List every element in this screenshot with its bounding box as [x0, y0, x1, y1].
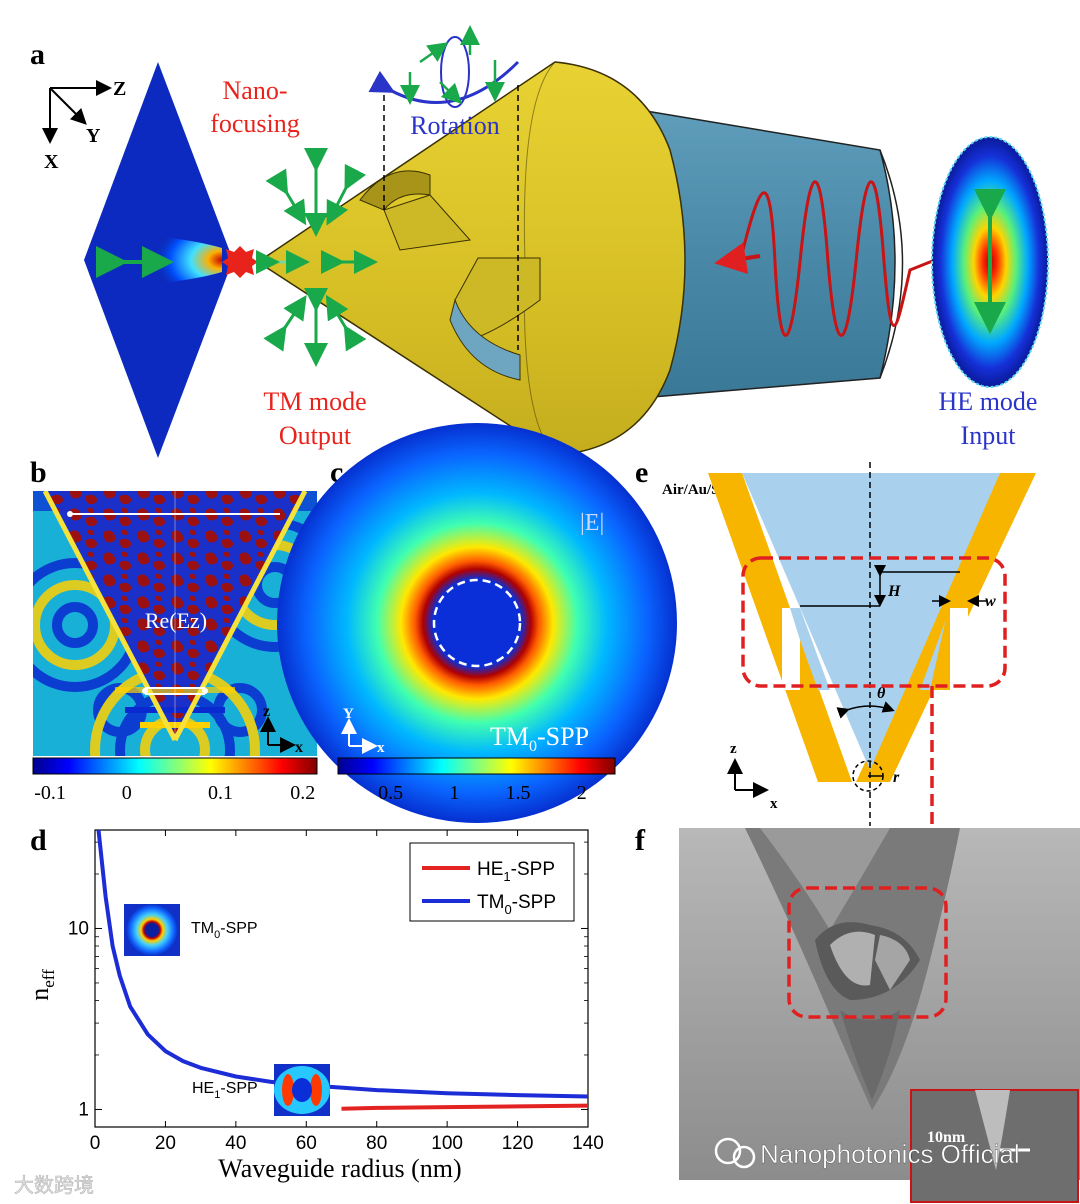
dim-label-h: H — [887, 583, 901, 600]
input-wave — [738, 180, 941, 337]
field-label-reez: Re(Ez) — [145, 608, 207, 633]
chart-legend: HE1-SPP TM0-SPP — [409, 842, 575, 922]
y-tick-label: 1 — [78, 1099, 89, 1120]
chart-axis-ticks: 0 20 40 60 80 100 120 140 1 10 — [68, 830, 604, 1154]
gold-cone-tip — [256, 61, 686, 456]
panel-e: e Air/Au/SiO2 H w θ r — [635, 456, 1036, 887]
x-tick-label: 120 — [502, 1133, 534, 1154]
colorbar-b — [32, 757, 318, 775]
dim-label-r: r — [893, 769, 900, 786]
colorbar-c — [337, 757, 616, 775]
corner-watermark: 大数跨境 — [14, 1174, 94, 1197]
groove-highlight-box — [741, 556, 1007, 688]
au-wall-right — [172, 491, 308, 742]
panel-label-e: e — [635, 456, 648, 489]
axis-label-e-x: x — [770, 796, 778, 812]
label-focusing: focusing — [210, 109, 300, 138]
au-layer-left — [708, 473, 852, 782]
x-axis-title: Waveguide radius (nm) — [218, 1154, 461, 1183]
nanofocus-star-icon — [222, 246, 258, 278]
y-tick-label: 10 — [68, 918, 89, 939]
x-tick-label: 60 — [296, 1133, 317, 1154]
colorbar-b-ticks: -0.1 0 0.1 0.2 — [34, 782, 315, 804]
watermark-text: Nanophotonics Official — [760, 1139, 1020, 1169]
colorbar-tick-label: 2 — [577, 782, 587, 804]
legend-label-tm0: TM0-SPP — [477, 892, 556, 917]
colorbar-c-ticks: 0.5 1 1.5 2 — [378, 782, 587, 804]
label-he-mode: HE mode — [939, 387, 1038, 416]
field-label-e: |E| — [580, 510, 604, 536]
colorbar-tick-label: 1.5 — [506, 782, 531, 804]
axis-label-y: Y — [86, 125, 101, 147]
dim-label-w: w — [985, 593, 996, 610]
groove-upper — [359, 170, 431, 211]
fiber-cylinder — [639, 109, 896, 399]
colorbar-tick-label: 0.1 — [208, 782, 233, 804]
inset-label-he1: HE1-SPP — [192, 1080, 258, 1101]
axis-label-e-z: z — [730, 741, 737, 757]
x-tick-label: 20 — [155, 1133, 176, 1154]
axis-label-c-x: x — [377, 740, 385, 756]
axis-label-z: Z — [113, 78, 126, 100]
series-line-he1 — [341, 1103, 589, 1111]
colorbar-tick-label: 0.5 — [378, 782, 403, 804]
panel-c: c |E| TM0-SPP Y x 0.5 1 1.5 2 — [277, 423, 677, 823]
axis-label-b-z: z — [263, 703, 270, 720]
axis-triad-a — [42, 80, 112, 144]
x-tick-label: 40 — [225, 1133, 246, 1154]
tm-radial-arrows — [256, 148, 378, 367]
au-wall-left — [42, 491, 178, 742]
colorbar-tick-label: -0.1 — [34, 782, 66, 804]
mode-label-tm0: TM0-SPP — [490, 722, 589, 755]
panel-f: f 10nm — [635, 824, 1080, 1203]
x-tick-label: 140 — [572, 1133, 604, 1154]
colorbar-tick-label: 0.2 — [290, 782, 315, 804]
dim-label-theta: θ — [877, 685, 886, 702]
inset-label-tm0: TM0-SPP — [191, 920, 258, 941]
axis-label-c-y: Y — [343, 706, 354, 722]
panel-label-d: d — [30, 824, 47, 857]
colorbar-tick-label: 0 — [122, 782, 132, 804]
scale-label: 10nm — [927, 1129, 966, 1146]
sio2-core — [742, 473, 1000, 770]
propagation-arrow — [714, 242, 761, 275]
panel-label-b: b — [30, 456, 47, 489]
axis-label-b-x: x — [295, 739, 303, 756]
panel-b: b — [30, 456, 318, 804]
panel-label-f: f — [635, 824, 646, 857]
panel-d: d 0 20 40 60 80 100 120 140 1 10 Waveguide radius… — [25, 824, 604, 1183]
x-tick-label: 80 — [366, 1133, 387, 1154]
sem-highlight-box — [787, 886, 948, 1019]
panel-label-a: a — [30, 38, 45, 71]
label-tm-mode: TM mode — [263, 387, 366, 416]
label-input: Input — [961, 421, 1017, 450]
colorbar-tick-label: 1 — [449, 782, 459, 804]
label-nano: Nano- — [223, 76, 288, 105]
x-tick-label: 100 — [431, 1133, 463, 1154]
panel-a: a Z Y X Nano- focusing — [30, 25, 1049, 458]
x-tick-label: 0 — [90, 1133, 101, 1154]
legend-label-he1: HE1-SPP — [477, 859, 555, 884]
chart-series — [96, 829, 589, 1111]
rotation-icon — [368, 25, 520, 108]
waveguide-boundary — [432, 578, 522, 668]
watermark: Nanophotonics Official 大数跨境 — [14, 1137, 1020, 1197]
label-output: Output — [279, 421, 352, 450]
axis-label-x: X — [44, 151, 59, 173]
series-line-tm0 — [96, 829, 589, 1099]
y-axis-title: neff — [25, 969, 58, 1001]
label-rotation: Rotation — [410, 111, 500, 140]
